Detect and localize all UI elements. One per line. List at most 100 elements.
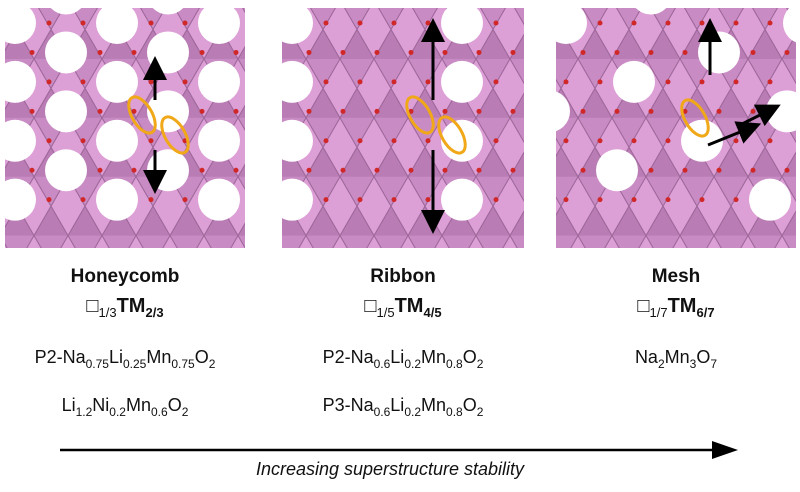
vacancy xyxy=(556,8,587,44)
atom xyxy=(425,138,431,144)
vacancy xyxy=(5,60,36,103)
subscript: 1/3 xyxy=(99,305,117,320)
vacancy xyxy=(147,149,189,192)
atom xyxy=(528,21,533,26)
atom xyxy=(530,79,535,84)
atom xyxy=(323,79,329,85)
atom xyxy=(46,138,52,144)
atom xyxy=(357,138,363,144)
atom xyxy=(750,49,756,55)
atom xyxy=(614,49,620,55)
atom xyxy=(374,108,380,114)
vacancy xyxy=(5,178,36,221)
vacancy xyxy=(147,31,189,74)
atom xyxy=(256,79,261,84)
atom xyxy=(340,167,346,173)
vacancy xyxy=(282,178,313,221)
subscript: 0.25 xyxy=(123,357,147,371)
atom xyxy=(97,167,103,173)
atom xyxy=(547,168,552,173)
atom xyxy=(233,108,239,114)
atom xyxy=(510,108,516,114)
atom xyxy=(199,49,205,55)
formula-part: □ xyxy=(637,295,649,317)
highlight xyxy=(405,95,435,135)
atom xyxy=(631,20,637,26)
atom xyxy=(148,79,154,85)
atom xyxy=(528,138,533,143)
atom xyxy=(682,167,688,173)
atom xyxy=(425,79,431,85)
formula-part: □ xyxy=(364,295,376,317)
subscript: 0.8 xyxy=(446,357,463,371)
compound: Na2Mn3O7 xyxy=(635,347,717,371)
vacancy xyxy=(783,8,796,43)
vacancy xyxy=(5,8,36,44)
vacancy xyxy=(96,178,138,221)
structure-name: Honeycomb xyxy=(71,266,180,287)
atom xyxy=(80,197,86,203)
compound-part: Mn xyxy=(421,395,446,415)
atom xyxy=(357,79,363,85)
atom xyxy=(131,49,137,55)
lattice xyxy=(530,8,796,248)
structure-name: Mesh xyxy=(652,266,701,287)
structure-panel xyxy=(530,8,796,248)
atom xyxy=(614,108,620,114)
atom xyxy=(391,79,397,85)
atom xyxy=(29,49,35,55)
atom xyxy=(306,108,312,114)
subscript: 3 xyxy=(690,357,697,371)
formula-part: TM xyxy=(117,295,146,317)
atom xyxy=(256,197,261,202)
atom xyxy=(563,197,569,203)
compound: Li1.2Ni0.2Mn0.6O2 xyxy=(62,395,189,419)
subscript: 1/7 xyxy=(650,305,668,320)
vacancy xyxy=(198,178,240,221)
highlight xyxy=(160,115,190,155)
vacancy xyxy=(635,8,667,15)
atom xyxy=(251,79,256,84)
atom xyxy=(563,138,569,144)
compound-part: Li xyxy=(390,347,404,367)
atom xyxy=(631,138,637,144)
atom xyxy=(0,50,1,55)
subscript: 1/5 xyxy=(377,305,395,320)
atom xyxy=(733,79,739,85)
subscript: 0.6 xyxy=(374,405,391,419)
structure-name: Ribbon xyxy=(370,266,435,287)
structure-formula: □1/3TM2/3 xyxy=(86,295,163,320)
subscript: 0.6 xyxy=(374,357,391,371)
atom xyxy=(0,109,1,114)
atom xyxy=(530,21,535,26)
atom xyxy=(306,167,312,173)
compound-part: O xyxy=(696,347,710,367)
compound-part: Mn xyxy=(421,347,446,367)
structure-panel xyxy=(0,8,256,248)
atom xyxy=(29,167,35,173)
atom xyxy=(273,50,278,55)
atom xyxy=(251,138,256,143)
atom xyxy=(442,167,448,173)
axis-label: Increasing superstructure stability xyxy=(256,459,525,479)
atom xyxy=(699,197,705,203)
atom xyxy=(580,108,586,114)
atom xyxy=(148,138,154,144)
atom xyxy=(323,197,329,203)
vacancy xyxy=(198,8,240,44)
atom xyxy=(767,79,773,85)
atom xyxy=(251,197,256,202)
structure-formula: □1/5TM4/5 xyxy=(364,295,441,320)
vacancy xyxy=(441,8,483,44)
atom xyxy=(648,167,654,173)
structure-formula: □1/7TM6/7 xyxy=(637,295,714,320)
atom xyxy=(148,197,154,203)
atom xyxy=(545,109,550,114)
vacancy xyxy=(698,31,740,74)
atom xyxy=(273,109,278,114)
vacancy xyxy=(613,60,655,103)
atom xyxy=(665,138,671,144)
atom xyxy=(46,79,52,85)
subscript: 0.2 xyxy=(109,405,126,419)
atom xyxy=(233,49,239,55)
